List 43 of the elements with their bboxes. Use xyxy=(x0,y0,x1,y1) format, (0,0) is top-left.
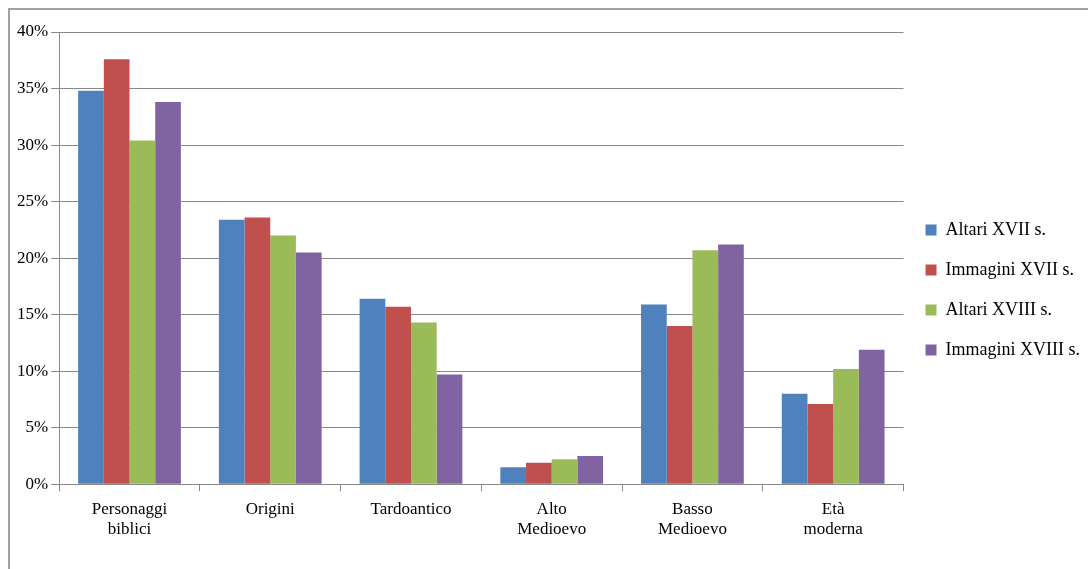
bar xyxy=(129,140,156,484)
bar xyxy=(551,459,578,484)
bar xyxy=(807,403,834,484)
bar xyxy=(155,102,181,484)
x-tick-label: Alto Medioevo xyxy=(517,498,587,539)
y-tick-label: 5% xyxy=(25,417,49,437)
x-tick-label: Tardoantico xyxy=(370,498,452,518)
bar xyxy=(244,217,271,484)
bar xyxy=(666,325,693,484)
x-tick-label: Basso Medioevo xyxy=(657,498,727,539)
y-tick-label: 40% xyxy=(16,21,49,41)
y-tick-label: 35% xyxy=(16,77,49,97)
bar xyxy=(103,59,130,484)
bar xyxy=(833,368,859,484)
bar xyxy=(781,393,808,484)
bar xyxy=(577,455,604,484)
legend-label: Altari XVIII s. xyxy=(945,298,1053,319)
y-tick-label: 20% xyxy=(16,247,49,267)
bar xyxy=(718,244,744,484)
legend-label: Immagini XVIII s. xyxy=(945,338,1081,359)
legend-label: Altari XVII s. xyxy=(945,218,1047,239)
legend-label: Immagini XVII s. xyxy=(945,258,1075,279)
bar xyxy=(410,322,437,484)
bar xyxy=(385,306,411,484)
y-tick-label: 0% xyxy=(25,473,49,493)
bar xyxy=(295,252,322,484)
bar xyxy=(500,467,527,484)
y-tick-label: 25% xyxy=(16,191,49,211)
bar xyxy=(436,374,463,484)
y-tick-label: 15% xyxy=(16,304,49,324)
y-tick-label: 10% xyxy=(16,360,49,380)
bar xyxy=(692,250,719,484)
bar xyxy=(641,304,667,484)
bar xyxy=(78,90,104,484)
bar xyxy=(359,298,386,484)
x-tick-label: Personaggi biblici xyxy=(91,498,168,539)
bar xyxy=(218,219,245,484)
x-tick-label: Età moderna xyxy=(803,498,864,539)
x-tick-label: Origini xyxy=(245,498,296,518)
bar xyxy=(270,235,296,484)
bar xyxy=(526,462,552,484)
bar xyxy=(858,349,885,484)
y-tick-label: 30% xyxy=(16,134,49,154)
